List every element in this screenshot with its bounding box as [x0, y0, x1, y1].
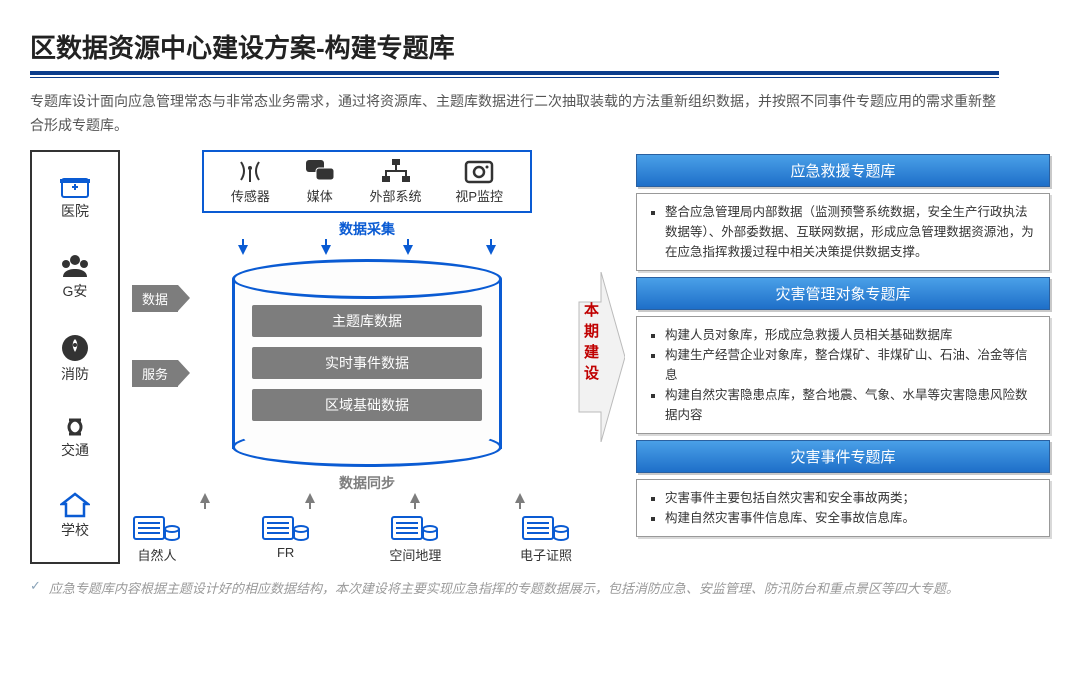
top-src-video: 视P监控 — [455, 158, 503, 205]
link-icon — [60, 416, 90, 438]
top-src-media: 媒体 — [304, 158, 336, 205]
db-icon — [132, 513, 182, 543]
left-entities-panel: 医院 G安 消防 交通 学校 — [30, 150, 120, 564]
left-item-label: G安 — [63, 283, 88, 299]
page-title: 区数据资源中心建设方案-构建专题库 — [30, 28, 1050, 71]
bot-src-label: FR — [277, 545, 294, 560]
bullet: 构建人员对象库，形成应急救援人员相关基础数据库 — [665, 325, 1039, 345]
bullet: 构建自然灾害隐患点库，整合地震、气象、水旱等灾害隐患风险数据内容 — [665, 385, 1039, 425]
top-sources-box: 传感器 媒体 外部系统 视P监控 — [202, 150, 532, 213]
camera-icon — [464, 158, 494, 184]
bot-src: FR — [261, 513, 311, 564]
phase-arrow-text: 本期建设 — [581, 302, 601, 386]
section-header: 灾害事件专题库 — [636, 440, 1050, 473]
section-body: 整合应急管理局内部数据（监测预警系统数据，安全生产行政执法数据等）、外部委数据、… — [636, 193, 1050, 271]
section-body: 构建人员对象库，形成应急救援人员相关基础数据库 构建生产经营企业对象库，整合煤矿… — [636, 316, 1050, 434]
sync-label: 数据同步 — [202, 473, 532, 493]
section-header: 灾害管理对象专题库 — [636, 277, 1050, 310]
big-arrow-container: 本期建设 — [574, 150, 624, 564]
cyl-bar: 区域基础数据 — [252, 389, 482, 421]
bot-src: 空间地理 — [389, 513, 441, 564]
main-diagram-row: 医院 G安 消防 交通 学校 传感器 媒体 — [30, 150, 1050, 564]
chat-icon — [304, 158, 336, 184]
top-src-label: 外部系统 — [370, 189, 422, 204]
bot-src-label: 空间地理 — [389, 548, 441, 563]
bottom-sources-row: 自然人 FR 空间地理 电子证照 — [132, 513, 572, 564]
sync-arrows — [152, 493, 572, 509]
bullet: 构建自然灾害事件信息库、安全事故信息库。 — [665, 508, 1039, 528]
right-sections: 应急救援专题库 整合应急管理局内部数据（监测预警系统数据，安全生产行政执法数据等… — [636, 150, 1050, 564]
cyl-bar: 主题库数据 — [252, 305, 482, 337]
org-icon — [380, 158, 412, 184]
db-icon — [261, 513, 311, 543]
top-src-external: 外部系统 — [370, 158, 422, 205]
check-icon: ✓ — [30, 578, 41, 594]
left-item-school: 学校 — [60, 492, 90, 540]
bullet: 构建生产经营企业对象库，整合煤矿、非煤矿山、石油、冶金等信息 — [665, 345, 1039, 385]
bullet: 灾害事件主要包括自然灾害和安全事故两类； — [665, 488, 1039, 508]
collect-label: 数据采集 — [202, 219, 532, 239]
bot-src: 电子证照 — [520, 513, 572, 564]
left-item-label: 医院 — [61, 203, 89, 219]
cylinder-database: 主题库数据 实时事件数据 区域基础数据 — [232, 259, 502, 449]
left-item-traffic: 交通 — [60, 416, 90, 460]
cyl-bar: 实时事件数据 — [252, 347, 482, 379]
left-item-label: 交通 — [61, 442, 89, 458]
home-icon — [60, 492, 90, 518]
title-underline-thin — [30, 77, 999, 78]
db-icon — [521, 513, 571, 543]
section-body: 灾害事件主要包括自然灾害和安全事故两类； 构建自然灾害事件信息库、安全事故信息库… — [636, 479, 1050, 537]
tag-service: 服务 — [132, 360, 178, 387]
footnote-text: 应急专题库内容根据主题设计好的相应数据结构，本次建设将主要实现应急指挥的专题数据… — [49, 578, 959, 597]
bot-src-label: 电子证照 — [520, 548, 572, 563]
bot-src-label: 自然人 — [137, 548, 176, 563]
antenna-icon — [235, 158, 265, 184]
section-header: 应急救援专题库 — [636, 154, 1050, 187]
bot-src: 自然人 — [132, 513, 182, 564]
top-src-label: 媒体 — [307, 189, 333, 204]
center-diagram: 传感器 媒体 外部系统 视P监控 数据采集 数据 服务 — [132, 150, 562, 564]
bullet: 整合应急管理局内部数据（监测预警系统数据，安全生产行政执法数据等）、外部委数据、… — [665, 202, 1039, 262]
group-icon — [59, 253, 91, 279]
left-item-hospital: 医院 — [60, 173, 90, 221]
hospital-icon — [60, 173, 90, 199]
title-underline — [30, 71, 999, 75]
collect-arrows — [202, 239, 532, 255]
left-item-fire: 消防 — [61, 334, 89, 384]
footnote: ✓ 应急专题库内容根据主题设计好的相应数据结构，本次建设将主要实现应急指挥的专题… — [30, 578, 999, 597]
description-text: 专题库设计面向应急管理常态与非常态业务需求，通过将资源库、主题库数据进行二次抽取… — [30, 90, 999, 138]
left-item-label: 学校 — [61, 522, 89, 538]
top-src-label: 传感器 — [231, 189, 270, 204]
top-src-sensor: 传感器 — [231, 158, 270, 205]
db-icon — [390, 513, 440, 543]
tag-data: 数据 — [132, 285, 178, 312]
rocket-icon — [61, 334, 89, 362]
left-item-security: G安 — [59, 253, 91, 301]
top-src-label: 视P监控 — [455, 189, 503, 204]
phase-arrow: 本期建设 — [577, 272, 621, 442]
left-item-label: 消防 — [61, 366, 89, 382]
